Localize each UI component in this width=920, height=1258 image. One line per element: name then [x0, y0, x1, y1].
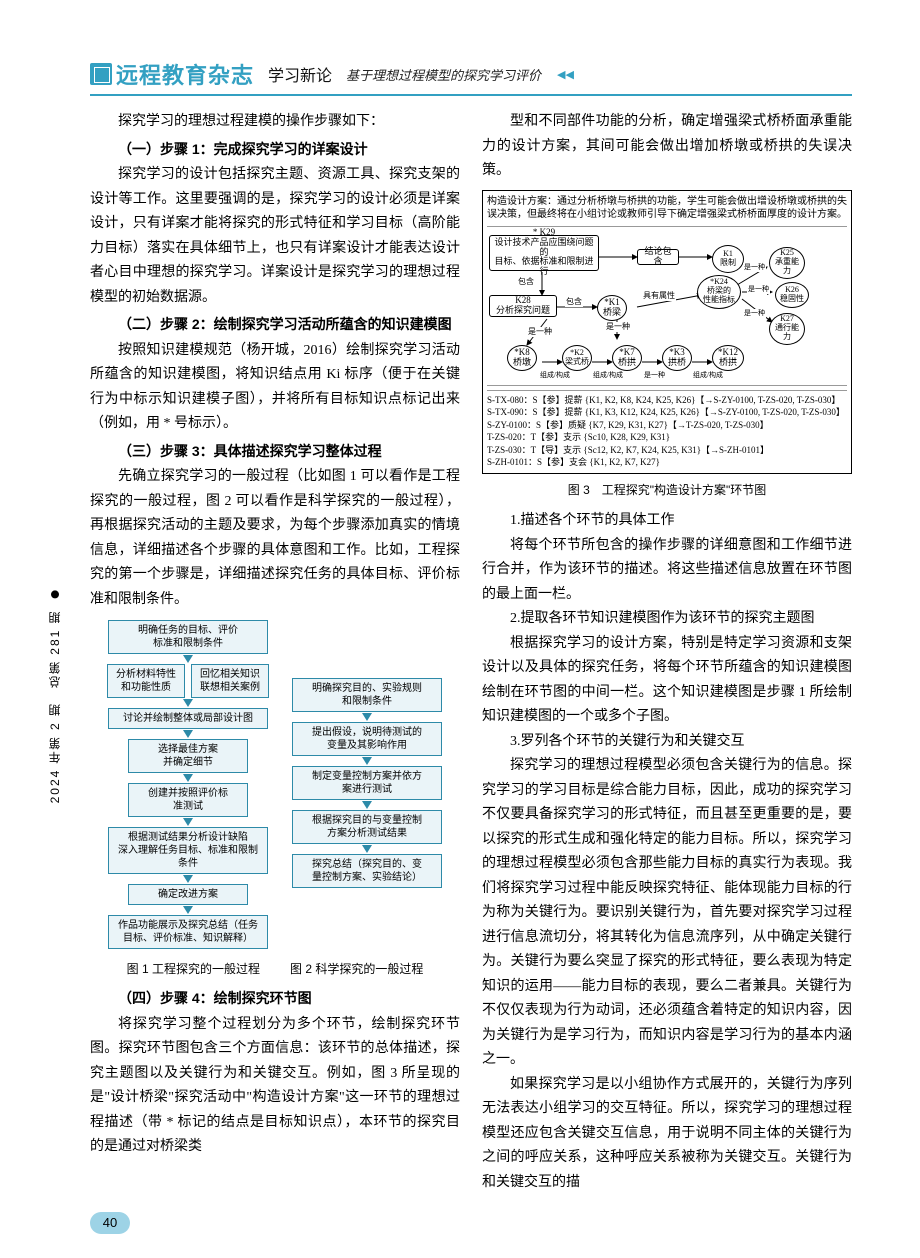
fig3-node: 结论包含: [637, 249, 679, 265]
fig3-node: K27 通行能 力: [769, 313, 805, 345]
page-header: 远程教育杂志 学习新论 基于理想过程模型的探究学习评价 ◀◀: [90, 58, 852, 96]
legend-line: T-ZS-020：T【参】支示 {Sc10, K28, K29, K31}: [487, 431, 847, 444]
arrow-icon: [183, 774, 193, 782]
body-text: 先确立探究学习的一般过程（比如图 1 可以看作是工程探究的一般过程，图 2 可以…: [90, 465, 460, 612]
fig3-node: *K3 拱桥: [662, 345, 692, 371]
arrow-icon: [183, 655, 193, 663]
sub-heading: 2.提取各环节知识建模图作为该环节的探究主题图: [482, 607, 852, 632]
edge-label: 具有属性: [642, 291, 676, 302]
fc1-box: 作品功能展示及探究总结（任务 目标、评价标准、知识解释）: [108, 915, 268, 949]
edge-label: 组成/构成: [539, 371, 571, 380]
fc1-box: 创建并按照评价标 准测试: [128, 783, 248, 817]
fc2-box: 根据探究目的与变量控制 方案分析测试结果: [292, 810, 442, 844]
right-column: 型和不同部件功能的分析，确定增强梁式桥桥面承重能力的设计方案，其间可能会做出增加…: [482, 110, 852, 1195]
page-number: 40: [90, 1212, 130, 1234]
flowcharts-row: 明确任务的目标、评价 标准和限制条件 分析材料特性 和功能性质 回忆相关知识 联…: [90, 620, 460, 949]
body-text: 探究学习的理想过程模型必须包含关键行为的信息。探究学习的学习目标是综合能力目标，…: [482, 754, 852, 1073]
arrow-icon: [362, 757, 372, 765]
arrow-icon: [183, 818, 193, 826]
edge-label: 是一种: [743, 263, 766, 272]
arrow-icon: [183, 699, 193, 707]
body-text: 按照知识建模规范（杨开城，2016）绘制探究学习活动所蕴含的知识建模图，将知识结…: [90, 339, 460, 437]
fc2-box: 提出假设，说明待测试的 变量及其影响作用: [292, 722, 442, 756]
arrow-icon: ◀◀: [557, 68, 574, 81]
fig3-node: *K2 梁式桥: [562, 345, 592, 371]
legend-line: S-ZH-0101：S【参】支会 {K1, K2, K7, K27}: [487, 456, 847, 469]
fc1-box: 确定改进方案: [128, 884, 248, 905]
edge-label: 包含: [565, 297, 583, 308]
heading-step1: （一）步骤 1：完成探究学习的详案设计: [90, 137, 460, 162]
legend-line: S-TX-080：S【参】提薪 {K1, K2, K8, K24, K25, K…: [487, 394, 847, 407]
fig3-node: *K1 桥梁: [597, 295, 627, 321]
heading-step2: （二）步骤 2：绘制探究学习活动所蕴含的知识建模图: [90, 312, 460, 337]
fig3-legend: S-TX-080：S【参】提薪 {K1, K2, K8, K24, K25, K…: [487, 390, 847, 470]
fig3-graph: * K29 设计技术产品应围绕问题的 目标、依据标准和限制进行 结论包含 K1限…: [487, 226, 847, 386]
journal-title: 远程教育杂志: [116, 58, 254, 90]
fc1-box: 回忆相关知识 联想相关案例: [191, 664, 269, 698]
arrow-icon: [183, 906, 193, 914]
fc2-box: 制定变量控制方案并依方 案进行测试: [292, 766, 442, 800]
edge-label: 是一种: [605, 322, 631, 333]
legend-line: S-ZY-0100：S【参】质疑 {K7, K29, K31, K27}【→T-…: [487, 419, 847, 432]
sub-heading: 1.描述各个环节的具体工作: [482, 509, 852, 534]
dot-icon: [51, 590, 59, 598]
issue-side-label: 2024 年第 2 期 总第 281 期: [46, 590, 63, 803]
fig3-caption: 图 3 工程探究"构造设计方案"环节图: [482, 480, 852, 501]
edge-label: 包含: [517, 277, 535, 288]
fc1-box: 明确任务的目标、评价 标准和限制条件: [108, 620, 268, 654]
issue-text: 2024 年第 2 期 总第 281 期: [48, 609, 62, 803]
fc1-box: 根据测试结果分析设计缺陷 深入理解任务目标、标准和限制条件: [108, 827, 268, 874]
edge-label: 组成/构成: [592, 371, 624, 380]
heading-step4: （四）步骤 4：绘制探究环节图: [90, 986, 460, 1011]
legend-line: T-ZS-030：T【导】支示 {Sc12, K2, K7, K24, K25,…: [487, 444, 847, 457]
fig3-node: K25 承重能 力: [769, 247, 805, 279]
body-text: 如果探究学习是以小组协作方式展开的，关键行为序列无法表达小组学习的交互特征。所以…: [482, 1073, 852, 1196]
fig1-caption: 图 1 工程探究的一般过程: [127, 959, 260, 980]
sub-heading: 3.罗列各个环节的关键行为和关键交互: [482, 730, 852, 755]
fig2-caption: 图 2 科学探究的一般过程: [290, 959, 423, 980]
journal-icon: [90, 63, 112, 85]
fc2-box: 明确探究目的、实验规则 和限制条件: [292, 678, 442, 712]
fc1-box: 选择最佳方案 并确定细节: [128, 739, 248, 773]
arrow-icon: [362, 713, 372, 721]
article-title: 基于理想过程模型的探究学习评价: [346, 65, 541, 84]
arrow-icon: [362, 845, 372, 853]
arrow-icon: [183, 875, 193, 883]
fc1-box: 讨论并绘制整体或局部设计图: [108, 708, 268, 729]
body-text: 将探究学习整个过程划分为多个环节，绘制探究环节图。探究环节图包含三个方面信息：该…: [90, 1013, 460, 1160]
legend-line: S-TX-090：S【参】提薪 {K1, K3, K12, K24, K25, …: [487, 406, 847, 419]
fig3-node: *K7 桥拱: [612, 345, 642, 371]
fig3-node: *K12 桥拱: [712, 345, 744, 371]
left-column: 探究学习的理想过程建模的操作步骤如下： （一）步骤 1：完成探究学习的详案设计 …: [90, 110, 460, 1195]
edge-label: 是一种: [527, 327, 553, 338]
body-text: 根据探究学习的设计方案，特别是特定学习资源和支架设计以及具体的探究任务，将每个环…: [482, 632, 852, 730]
fig3-node: *K8 桥墩: [507, 345, 537, 371]
fc2-box: 探究总结（探究目的、变 量控制方案、实验结论）: [292, 854, 442, 888]
arrow-icon: [183, 730, 193, 738]
fig3-topnote: 构造设计方案：通过分析桥墩与桥拱的功能，学生可能会做出增设桥墩或桥拱的失误决策，…: [487, 195, 847, 222]
section-label: 学习新论: [268, 62, 332, 86]
body-text: 将每个环节所包含的操作步骤的详细意图和工作细节进行合并，作为该环节的描述。将这些…: [482, 534, 852, 608]
body-text: 型和不同部件功能的分析，确定增强梁式桥桥面承重能力的设计方案，其间可能会做出增加…: [482, 110, 852, 184]
body-text: 探究学习的设计包括探究主题、资源工具、探究支架的设计等工作。这里要强调的是，探究…: [90, 163, 460, 310]
fig3-node: K26 稳固性: [775, 282, 809, 308]
heading-step3: （三）步骤 3：具体描述探究学习整体过程: [90, 439, 460, 464]
edge-label: 是一种: [643, 371, 666, 380]
edge-label: 是一种: [743, 309, 766, 318]
fig1-flowchart: 明确任务的目标、评价 标准和限制条件 分析材料特性 和功能性质 回忆相关知识 联…: [103, 620, 273, 949]
edge-label: 是一种: [747, 285, 770, 294]
arrow-icon: [362, 801, 372, 809]
fc1-box: 分析材料特性 和功能性质: [107, 664, 185, 698]
fig3-node: *K24 桥梁的 性能指标: [697, 275, 741, 309]
body-text: 探究学习的理想过程建模的操作步骤如下：: [90, 110, 460, 135]
fig3-node: * K29 设计技术产品应围绕问题的 目标、依据标准和限制进行: [489, 235, 599, 271]
fig3-box: 构造设计方案：通过分析桥墩与桥拱的功能，学生可能会做出增设桥墩或桥拱的失误决策，…: [482, 190, 852, 475]
fig2-flowchart: 明确探究目的、实验规则 和限制条件 提出假设，说明待测试的 变量及其影响作用 制…: [287, 678, 447, 949]
journal-badge: 远程教育杂志: [90, 58, 254, 90]
edge-label: 组成/构成: [692, 371, 724, 380]
fig3-node: K28 分析探究问题: [489, 295, 557, 317]
